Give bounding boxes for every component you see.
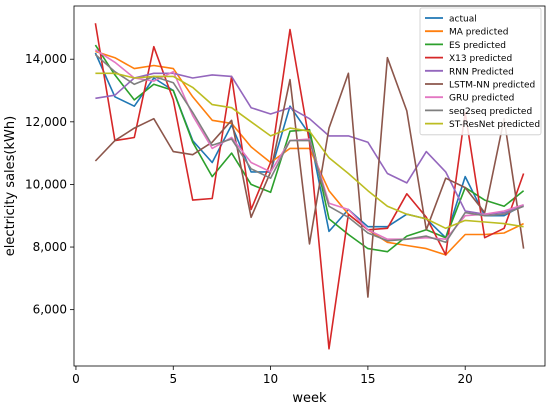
- legend-label: LSTM-NN predicted: [449, 81, 535, 91]
- x-tick-label: 15: [360, 372, 375, 386]
- y-tick-label: 8,000: [33, 240, 67, 254]
- x-axis-ticks: 0 5 10 15 20: [72, 366, 473, 386]
- y-axis-label: electricity sales(kWh): [3, 116, 18, 256]
- series-layer: [94, 23, 525, 350]
- series-line-0: [94, 52, 524, 239]
- legend-label: RNN Predicted: [449, 67, 514, 77]
- legend-label: seq2seq predicted: [449, 107, 532, 117]
- series-line-4: [95, 72, 524, 215]
- legend-label: MA predicted: [449, 28, 508, 38]
- x-tick-label: 0: [72, 372, 80, 386]
- plot-frame: [73, 5, 546, 367]
- legend-box: [419, 7, 542, 136]
- y-tick-label: 10,000: [25, 177, 67, 191]
- legend-label: actual: [449, 15, 477, 25]
- x-axis-label: week: [292, 391, 327, 406]
- legend-label: X13 predicted: [449, 54, 512, 64]
- series-line-8: [95, 72, 524, 230]
- legend-label: ES predicted: [449, 41, 506, 51]
- legend: actual MA predicted ES predicted X13 predic…: [419, 7, 542, 136]
- series-line-7: [94, 53, 524, 244]
- x-tick-label: 10: [263, 372, 278, 386]
- y-tick-label: 14,000: [25, 52, 67, 66]
- y-tick-label: 12,000: [25, 115, 67, 129]
- x-tick-label: 5: [169, 372, 177, 386]
- y-axis-ticks: 6,000 8,000 10,000 12,000 14,000: [25, 52, 74, 317]
- x-tick-label: 20: [458, 372, 473, 386]
- series-line-5: [94, 56, 525, 298]
- series-line-2: [94, 44, 525, 253]
- legend-label: ST-ResNet predicted: [449, 120, 540, 130]
- legend-label: GRU predicted: [449, 94, 514, 104]
- y-tick-label: 6,000: [33, 303, 67, 317]
